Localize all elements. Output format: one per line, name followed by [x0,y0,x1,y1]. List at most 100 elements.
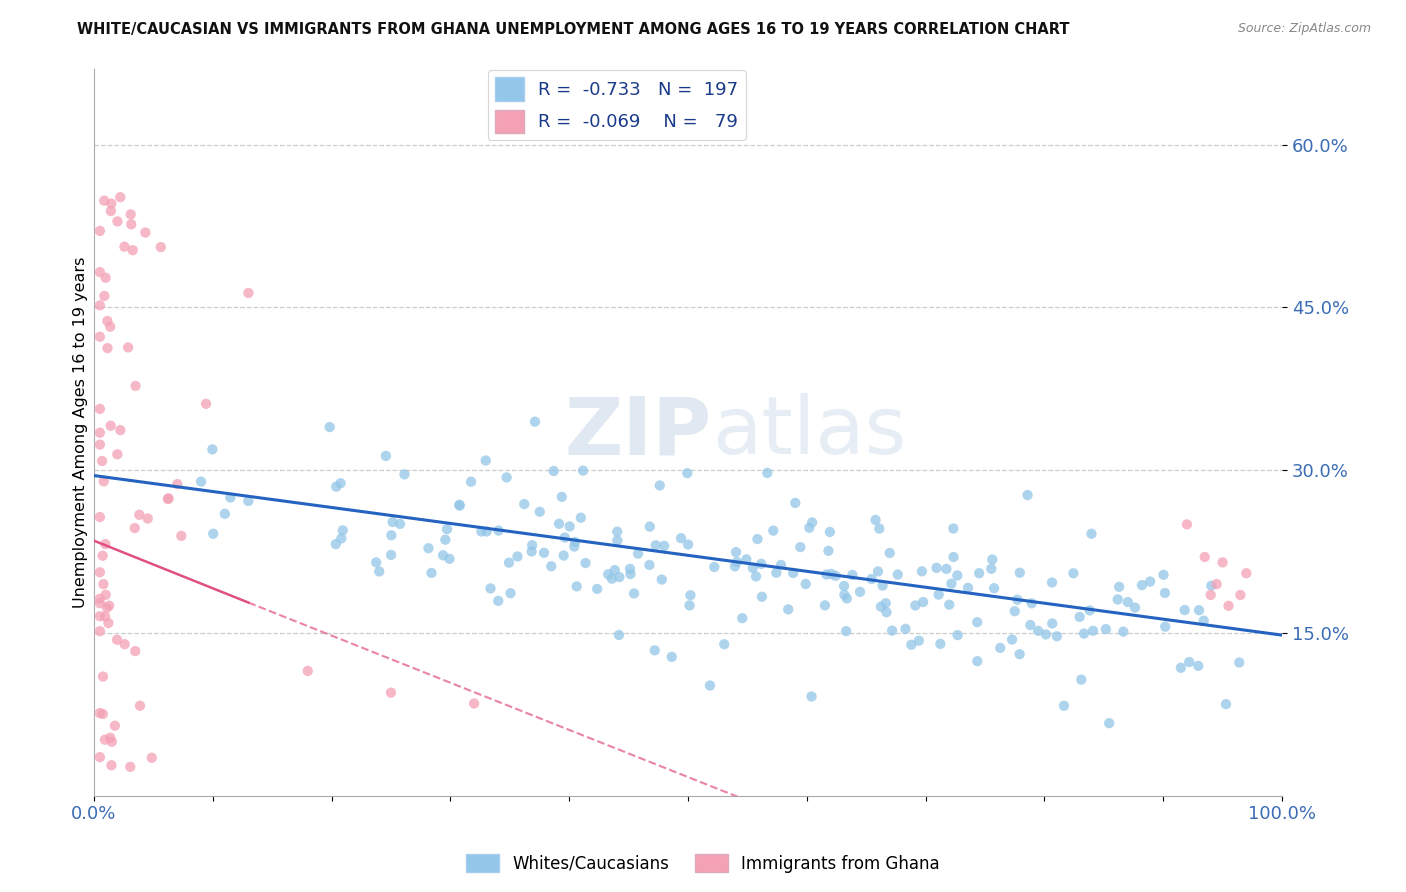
Point [332,524,354,538]
Point [835,591,858,606]
Point [522,538,544,552]
Point [89,706,111,720]
Text: WHITE/CAUCASIAN VS IMMIGRANTS FROM GHANA UNEMPLOYMENT AMONG AGES 16 TO 19 YEARS : WHITE/CAUCASIAN VS IMMIGRANTS FROM GHANA… [77,22,1070,37]
Text: Source: ZipAtlas.com: Source: ZipAtlas.com [1237,22,1371,36]
Point [1070,673,1092,687]
Point [1192,614,1215,628]
Point [724,559,747,574]
Point [439,551,461,566]
Point [868,522,890,536]
Point [966,654,988,668]
Point [325,480,347,494]
Point [941,576,963,591]
Point [814,599,837,613]
Point [89,298,111,312]
Point [1078,603,1101,617]
Point [1008,566,1031,580]
Point [1008,647,1031,661]
Point [124,644,146,658]
Point [460,475,482,489]
Point [882,624,904,638]
Point [1026,624,1049,638]
Point [495,470,517,484]
Point [1199,588,1222,602]
Point [956,581,979,595]
Point [540,559,562,574]
Point [238,285,260,300]
Point [1227,656,1250,670]
Point [1178,655,1201,669]
Point [128,508,150,522]
Point [325,537,347,551]
Point [475,524,498,539]
Point [606,524,628,539]
Point [860,572,883,586]
Point [676,537,699,551]
Point [381,515,404,529]
Point [679,588,702,602]
Point [789,540,811,554]
Point [1062,566,1084,581]
Point [449,499,471,513]
Point [644,538,666,552]
Point [1123,600,1146,615]
Point [524,415,547,429]
Point [98,599,121,613]
Point [136,511,159,525]
Point [1139,574,1161,589]
Point [904,599,927,613]
Point [91,549,114,563]
Point [96,600,118,615]
Point [769,558,792,572]
Point [1218,599,1240,613]
Point [89,330,111,344]
Point [988,640,1011,655]
Point [329,476,352,491]
Point [651,573,673,587]
Point [1080,526,1102,541]
Point [380,528,402,542]
Point [574,556,596,570]
Legend: R =  -0.733   N =  197, R =  -0.069    N =   79: R = -0.733 N = 197, R = -0.069 N = 79 [488,70,745,140]
Point [100,204,122,219]
Point [619,567,641,582]
Point [703,560,725,574]
Point [374,449,396,463]
Point [91,706,114,721]
Point [436,522,458,536]
Point [156,491,179,506]
Point [879,546,901,560]
Point [872,578,894,592]
Point [1188,603,1211,617]
Point [94,588,117,602]
Point [105,447,128,461]
Point [1098,716,1121,731]
Point [124,379,146,393]
Point [97,615,120,630]
Point [908,633,931,648]
Point [627,547,650,561]
Point [762,524,785,538]
Point [89,224,111,238]
Point [801,516,824,530]
Point [1194,549,1216,564]
Point [1116,595,1139,609]
Point [1021,596,1043,610]
Point [1234,566,1257,581]
Point [520,544,543,558]
Point [89,510,111,524]
Point [201,442,224,457]
Point [432,549,454,563]
Point [479,582,502,596]
Point [866,565,889,579]
Point [1108,580,1130,594]
Point [91,669,114,683]
Point [1130,578,1153,592]
Point [1154,620,1177,634]
Point [96,341,118,355]
Point [1040,575,1063,590]
Point [1212,555,1234,569]
Point [89,437,111,451]
Point [911,565,934,579]
Point [474,453,496,467]
